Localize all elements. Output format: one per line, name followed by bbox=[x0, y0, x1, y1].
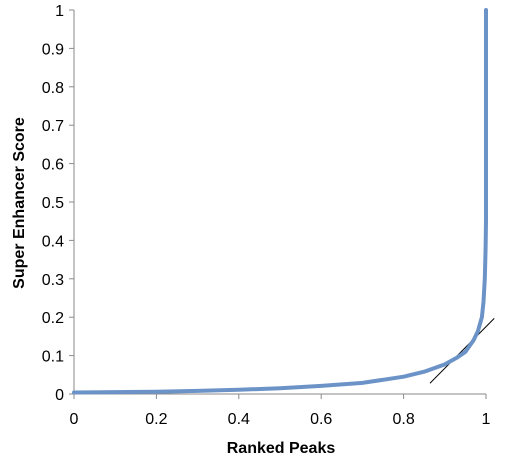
y-tick-label: 0.9 bbox=[42, 41, 64, 58]
x-tick-label: 0.6 bbox=[310, 411, 332, 428]
y-tick-label: 1 bbox=[55, 3, 64, 20]
x-axis-label: Ranked Peaks bbox=[227, 440, 336, 457]
x-tick-label: 0 bbox=[70, 411, 79, 428]
y-tick-label: 0.7 bbox=[42, 118, 64, 135]
y-axis-label: Super Enhancer Score bbox=[11, 117, 28, 289]
x-tick-label: 0.2 bbox=[145, 411, 167, 428]
axes bbox=[73, 10, 486, 395]
x-tick-label: 0.4 bbox=[228, 411, 250, 428]
y-tick-label: 0.4 bbox=[42, 233, 64, 250]
tick-labels: 0 0.1 0.2 0.3 0.4 0.5 0.6 0.7 0.8 0.9 1 0 0.2 0.4 0.6 0… bbox=[42, 3, 491, 428]
y-tick-label: 0.6 bbox=[42, 157, 64, 174]
tangent-line bbox=[429, 318, 495, 384]
x-tick-label: 1 bbox=[482, 411, 491, 428]
y-tick-label: 0.3 bbox=[42, 272, 64, 289]
y-tick-label: 0.1 bbox=[42, 349, 64, 366]
y-tick-label: 0.5 bbox=[42, 195, 64, 212]
series-group bbox=[72, 8, 495, 395]
x-tick-label: 0.8 bbox=[392, 411, 414, 428]
y-tick-label: 0.8 bbox=[42, 80, 64, 97]
y-tick-label: 0.2 bbox=[42, 310, 64, 327]
y-tick-label: 0 bbox=[55, 387, 64, 404]
series-line bbox=[72, 8, 488, 395]
